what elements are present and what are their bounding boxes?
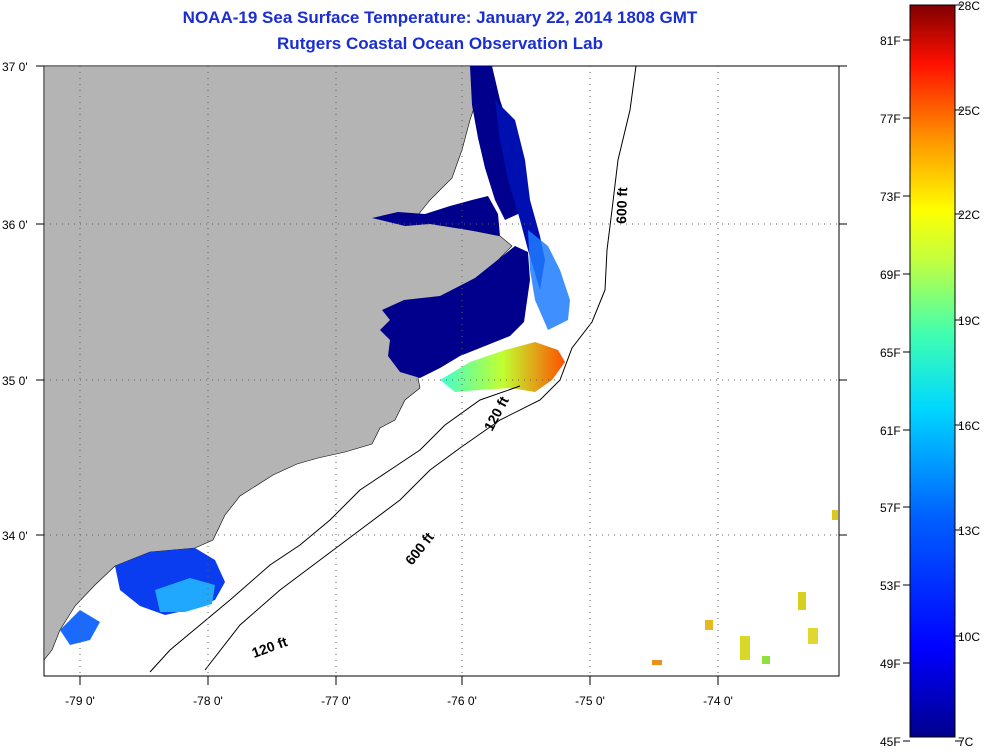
- celsius-label: 19C: [958, 314, 980, 328]
- fahrenheit-label: 53F: [880, 579, 901, 593]
- contour-120ft-line: [149, 385, 521, 673]
- pamlico-sound: [380, 246, 530, 378]
- fahrenheit-label: 73F: [880, 190, 901, 204]
- lat-label: 36 0': [2, 218, 28, 232]
- albemarle-sound: [372, 196, 500, 236]
- fahrenheit-label: 57F: [880, 501, 901, 515]
- fahrenheit-label: 65F: [880, 346, 901, 360]
- celsius-label: 22C: [958, 208, 980, 222]
- colorbar-celsius-labels: 28C 25C 22C 19C 16C 13C 10C 7C: [958, 0, 980, 749]
- lon-label: -79 0': [65, 694, 95, 708]
- fahrenheit-label: 49F: [880, 657, 901, 671]
- celsius-label: 28C: [958, 0, 980, 13]
- celsius-label: 7C: [958, 735, 974, 749]
- contour-label-600ft: 600 ft: [613, 187, 630, 224]
- south-edge-water: [60, 610, 100, 645]
- colorbar-ticks: [903, 4, 962, 742]
- fahrenheit-label: 45F: [880, 735, 901, 749]
- celsius-label: 16C: [958, 419, 980, 433]
- lon-label: -76 0': [447, 694, 477, 708]
- offshore-warm-pixels: [652, 510, 838, 665]
- lon-label: -78 0': [193, 694, 223, 708]
- map-subtitle: Rutgers Coastal Ocean Observation Lab: [277, 34, 603, 53]
- colorbar-fahrenheit-labels: 81F 77F 73F 69F 65F 61F 57F 53F 49F 45F: [880, 34, 901, 749]
- lat-label: 34 0': [2, 529, 28, 543]
- contour-600ft-line: [204, 66, 637, 671]
- south-cyan-water: [155, 578, 215, 612]
- fahrenheit-label: 77F: [880, 112, 901, 126]
- celsius-label: 13C: [958, 524, 980, 538]
- celsius-label: 10C: [958, 630, 980, 644]
- celsius-label: 25C: [958, 104, 980, 118]
- lon-label: -74 0': [703, 694, 733, 708]
- lat-label: 35 0': [2, 374, 28, 388]
- mid-water-band: [528, 230, 570, 330]
- lon-label: -75 0': [575, 694, 605, 708]
- lat-label: 37 0': [2, 60, 28, 74]
- fahrenheit-label: 61F: [880, 424, 901, 438]
- lon-label: -77 0': [321, 694, 351, 708]
- cape-warm-water: [440, 342, 565, 392]
- fahrenheit-label: 81F: [880, 34, 901, 48]
- graticule: [44, 66, 839, 676]
- fahrenheit-label: 69F: [880, 268, 901, 282]
- colorbar: [909, 4, 956, 738]
- axis-ticks: [36, 65, 847, 685]
- map-title: NOAA-19 Sea Surface Temperature: January…: [182, 8, 698, 27]
